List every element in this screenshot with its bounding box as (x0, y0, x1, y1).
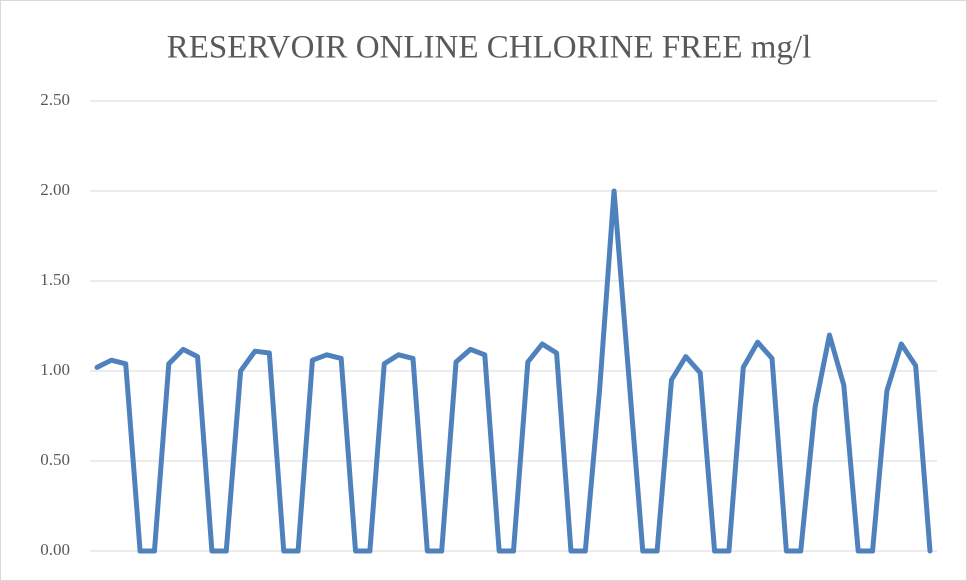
chart-title: RESERVOIR ONLINE CHLORINE FREE mg/l (167, 30, 812, 66)
y-tick-label: 2.50 (40, 90, 70, 109)
y-tick-label: 2.00 (40, 180, 70, 199)
y-tick-label: 0.50 (40, 450, 70, 469)
y-tick-label: 1.00 (40, 360, 70, 379)
data-line (94, 188, 933, 554)
y-tick-label: 1.50 (40, 270, 70, 289)
y-tick-label: 0.00 (40, 540, 70, 559)
